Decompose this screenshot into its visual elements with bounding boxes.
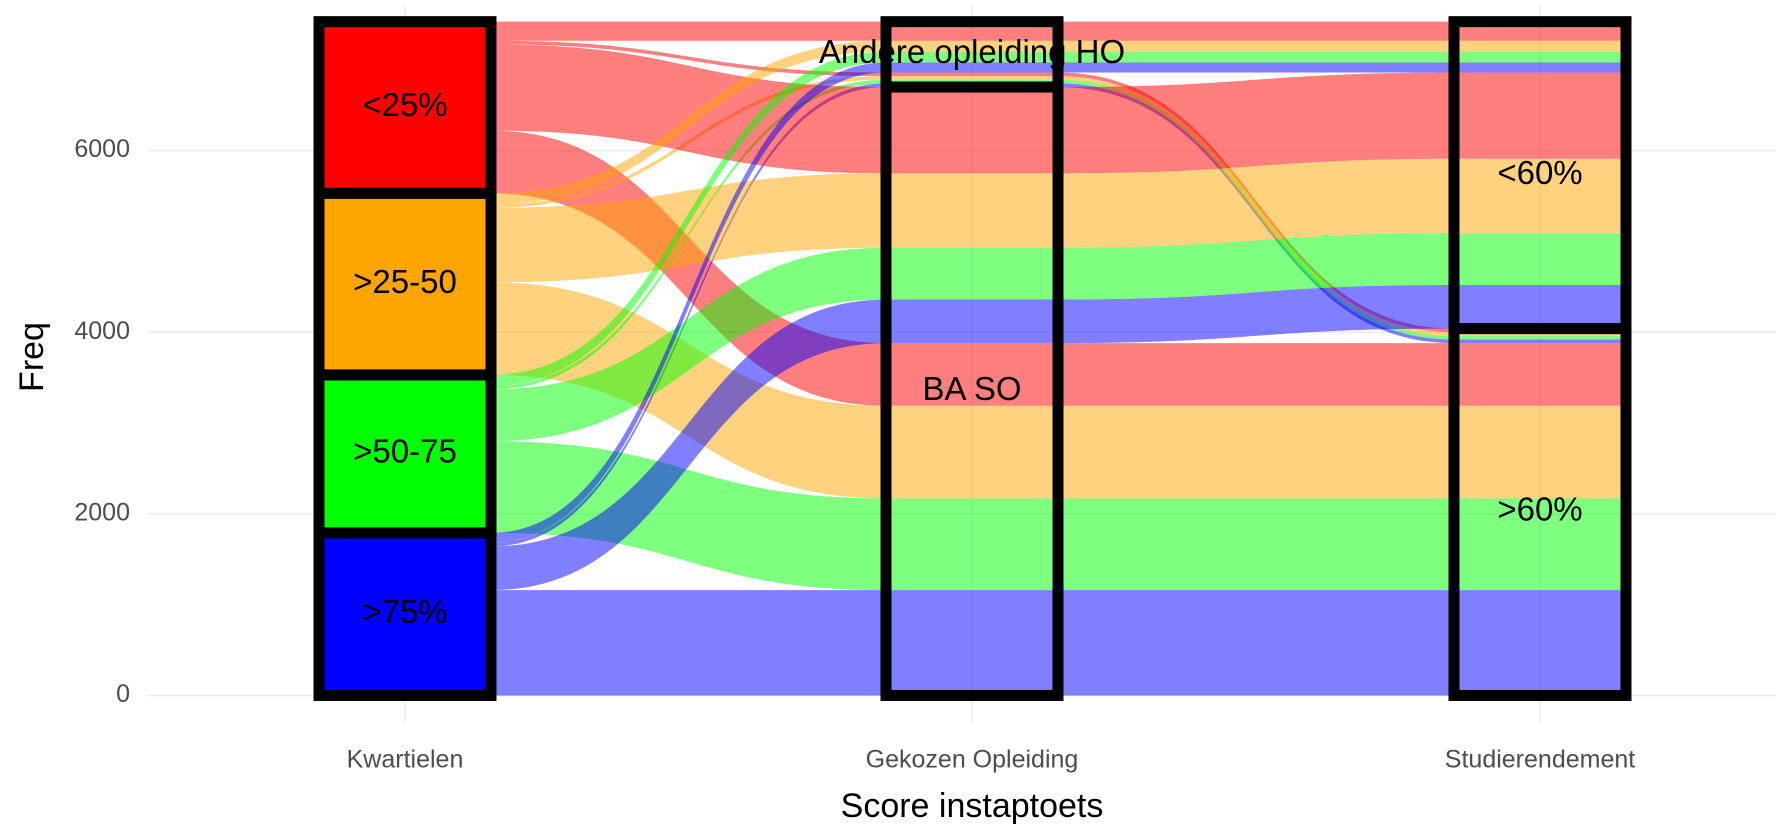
- flow: [491, 233, 1626, 442]
- flow: [491, 284, 1626, 591]
- stratum-label: >50-75: [353, 433, 457, 470]
- stratum: [313, 527, 497, 701]
- stratum-label: Andere opleiding HO: [819, 33, 1125, 70]
- flow: [491, 282, 1626, 499]
- x-tick-label: Gekozen Opleiding: [866, 746, 1079, 774]
- y-tick-label: 6000: [74, 135, 130, 163]
- stratum-label: <25%: [362, 86, 447, 123]
- x-tick-label: Studierendement: [1445, 746, 1635, 774]
- stratum-label: BA SO: [922, 370, 1021, 407]
- stratum-label: >75%: [362, 593, 447, 630]
- stratum-label: >60%: [1497, 491, 1582, 528]
- y-axis-title: Freq: [13, 322, 51, 392]
- stratum: [313, 16, 497, 199]
- x-tick-label: Kwartielen: [347, 746, 464, 774]
- stratum-label: <60%: [1497, 154, 1582, 191]
- y-tick-label: 4000: [74, 317, 130, 345]
- x-axis-title: Score instaptoets: [841, 787, 1104, 825]
- y-tick-label: 2000: [74, 498, 130, 526]
- stratum: [1448, 16, 1632, 335]
- stratum-label: >25-50: [353, 263, 457, 300]
- y-tick-label: 0: [116, 680, 130, 708]
- stratum: [313, 187, 497, 381]
- stratum: [880, 16, 1064, 93]
